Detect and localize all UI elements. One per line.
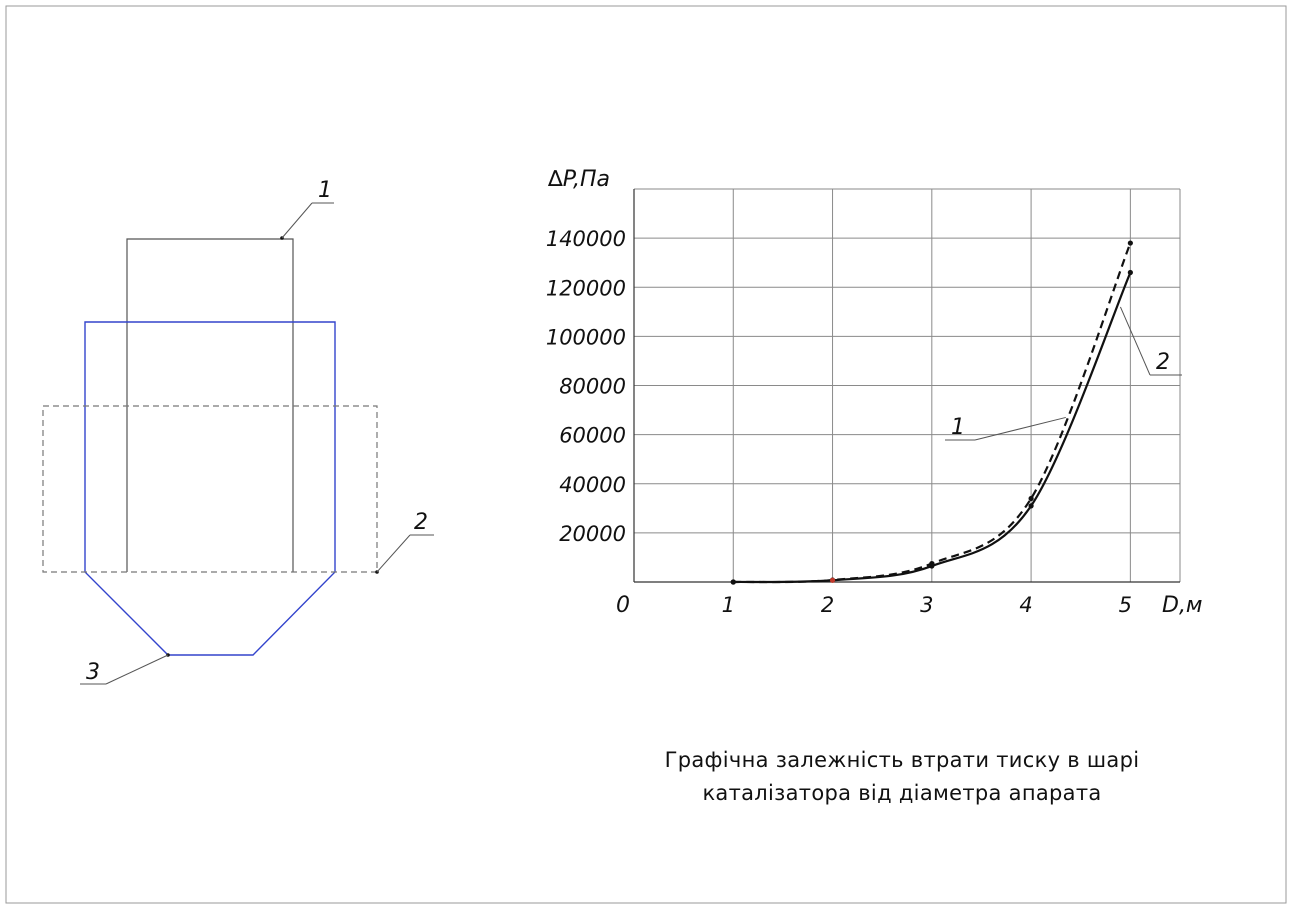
chart-series — [730, 240, 1133, 585]
callout-1: 1 — [280, 178, 334, 240]
series-1-point — [1127, 240, 1133, 246]
y-tick-label: 80000 — [559, 375, 626, 399]
x-tick-label: 3 — [920, 593, 933, 617]
series-2-point — [829, 577, 836, 583]
series-2-point — [929, 563, 935, 569]
y-tick-label: 20000 — [559, 522, 626, 546]
x-tick-label: 2 — [821, 593, 834, 617]
callout-3: 3 — [80, 653, 170, 685]
callout-2: 2 — [375, 510, 434, 574]
callout-1-leader — [974, 416, 1066, 441]
callout-3-label: 3 — [86, 660, 100, 685]
caption-line-2: каталізатора від діаметра апарата — [702, 781, 1101, 805]
y-tick-label: 60000 — [559, 424, 626, 448]
y-tick-labels: 20000 40000 60000 80000 100000 120000 140000 — [546, 227, 626, 546]
chart-grid — [634, 188, 1181, 582]
series-1-point — [1028, 495, 1034, 502]
y-tick-label: 120000 — [546, 276, 626, 300]
apparatus-drawing: 1 2 3 — [42, 178, 434, 685]
callout-1-label: 1 — [951, 415, 965, 440]
y-tick-label: 40000 — [559, 473, 626, 497]
x-tick-label: 1 — [722, 593, 735, 617]
x-tick-labels: 1 2 3 4 5 — [722, 593, 1132, 617]
callout-2-label: 2 — [1156, 350, 1170, 375]
y-tick-label: 100000 — [546, 325, 626, 349]
apparatus-body-outline — [84, 321, 336, 656]
callout-2-leader — [1119, 306, 1151, 376]
series-2-point — [730, 579, 736, 585]
callout-1-label: 1 — [318, 178, 332, 203]
series-2-point — [1028, 503, 1034, 509]
caption-line-1: Графічна залежність втрати тиску в шарі — [665, 748, 1140, 772]
x-axis-label: D,м — [1162, 593, 1203, 618]
catalyst-bed-dashed-box — [42, 405, 378, 573]
chart-axes — [633, 189, 1180, 583]
y-axis-label: ∆P,Па — [547, 167, 610, 192]
pressure-chart: 20000 40000 60000 80000 100000 120000 140000 1… — [546, 167, 1203, 618]
origin-label: 0 — [616, 593, 630, 618]
x-tick-label: 4 — [1019, 593, 1032, 617]
chart-callouts: 12 — [945, 306, 1182, 441]
series-2-point — [1127, 269, 1133, 276]
series-2-line — [733, 272, 1132, 584]
callout-2-label: 2 — [414, 510, 428, 535]
y-tick-label: 140000 — [546, 227, 626, 251]
x-tick-label: 5 — [1119, 593, 1132, 617]
sheet-frame — [5, 5, 1287, 904]
